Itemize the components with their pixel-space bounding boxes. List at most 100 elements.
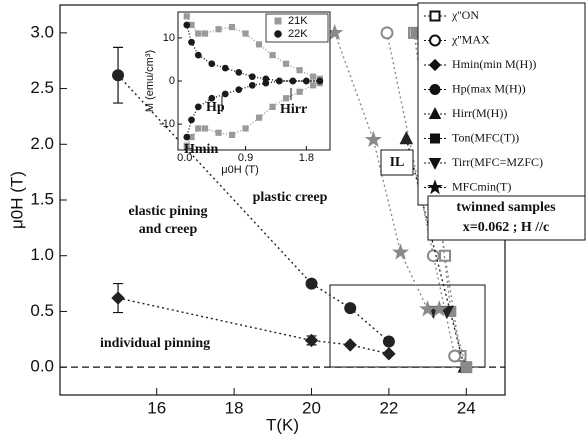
legend-box (417, 2, 586, 206)
inset-y-axis-label: M (emu/cm³) (144, 50, 156, 112)
marker (448, 349, 462, 363)
marker (201, 125, 209, 132)
y-tick-label: 3.0 (30, 22, 54, 41)
marker (248, 73, 256, 81)
marker (296, 88, 303, 95)
marker (426, 249, 440, 263)
annotation: plastic creep (253, 190, 328, 205)
y-tick-label: 0.0 (30, 357, 54, 376)
y-tick-label: 0.5 (30, 301, 54, 320)
marker (305, 277, 318, 290)
inset-annotation: Hp (206, 100, 225, 115)
series-line (117, 297, 390, 355)
marker (304, 333, 319, 348)
marker (183, 133, 191, 141)
marker (183, 21, 191, 29)
annotation: x=0.062 ; H //c (463, 220, 550, 235)
annotations: plastic creep elastic pining and creep indi… (100, 155, 556, 351)
annotation: and creep (139, 222, 198, 237)
x-tick-label: 18 (225, 398, 244, 417)
marker (228, 131, 236, 139)
marker (429, 10, 441, 22)
marker (429, 34, 441, 47)
marker (296, 67, 303, 74)
x-tick-label: 16 (147, 398, 166, 417)
marker (269, 103, 276, 110)
series-line (117, 74, 390, 343)
marker (429, 84, 441, 95)
marker (221, 64, 229, 72)
x-tick-label: 22 (379, 398, 398, 417)
marker (255, 41, 263, 48)
legend-label: Ton(MFC(T)) (452, 130, 519, 144)
series-line (386, 32, 456, 357)
marker (183, 142, 190, 149)
marker (208, 94, 216, 102)
marker (399, 131, 414, 145)
marker (282, 60, 290, 67)
marker (194, 103, 202, 111)
marker (427, 179, 443, 195)
legend-label: Hp(max M(H)) (452, 81, 526, 95)
marker (343, 338, 357, 352)
arrow (221, 88, 292, 112)
marker (428, 158, 442, 170)
x-tick-label: 20 (302, 398, 321, 417)
marker (228, 23, 236, 31)
marker (188, 116, 195, 124)
marker (430, 133, 440, 144)
inset-x-tick-label: 1.8 (299, 152, 314, 164)
inset-legend-label: 22K (288, 28, 308, 40)
inset-x-axis-label: μ0H (T) (221, 164, 259, 176)
marker (302, 77, 310, 85)
annotation: IL (390, 155, 405, 170)
inset-y-tick-label: 10 (163, 32, 175, 44)
marker (195, 125, 202, 132)
marker (269, 52, 276, 59)
inset-x-tick-label: 0.0 (177, 152, 192, 164)
marker (460, 361, 472, 373)
sample-box (427, 195, 586, 241)
marker (255, 114, 263, 121)
marker (344, 302, 357, 315)
marker (235, 69, 243, 76)
inset-legend-label: 21K (288, 15, 308, 27)
marker (242, 125, 249, 132)
inset-annotation: Hirr (280, 102, 307, 117)
x-axis-label: T(K) (266, 415, 299, 434)
marker (289, 77, 297, 85)
y-tick-label: 1.5 (30, 189, 54, 208)
inset-x-tick-label: 0.9 (238, 152, 253, 164)
marker (391, 243, 410, 260)
marker (195, 30, 202, 37)
marker (380, 26, 394, 40)
marker (382, 335, 395, 348)
y-axis-label: μ0H (T) (7, 171, 26, 229)
legend-label: Hirr(M(H)) (452, 106, 507, 120)
marker (310, 82, 317, 89)
marker (194, 51, 202, 59)
marker (111, 291, 125, 305)
annotation: individual pinning (100, 336, 210, 351)
inset-annotation: Hmin (184, 142, 218, 157)
marker (201, 30, 209, 37)
inset-y-tick-label: -10 (159, 118, 175, 130)
marker (215, 129, 222, 136)
marker (310, 73, 317, 80)
marker (235, 86, 243, 93)
series-line (413, 32, 467, 368)
legend-label: Tirr(MFC=MZFC) (452, 155, 543, 169)
marker (428, 107, 442, 119)
marker (215, 26, 222, 33)
series-line (405, 138, 466, 368)
series-line (186, 24, 320, 138)
marker (439, 249, 452, 262)
legend-label: χ''MAX (451, 32, 490, 46)
annotation: twinned samples (456, 200, 556, 215)
marker (430, 300, 448, 317)
il-box (380, 149, 414, 176)
marker (221, 90, 229, 98)
marker (112, 69, 125, 82)
annotation: elastic pining (129, 204, 208, 219)
